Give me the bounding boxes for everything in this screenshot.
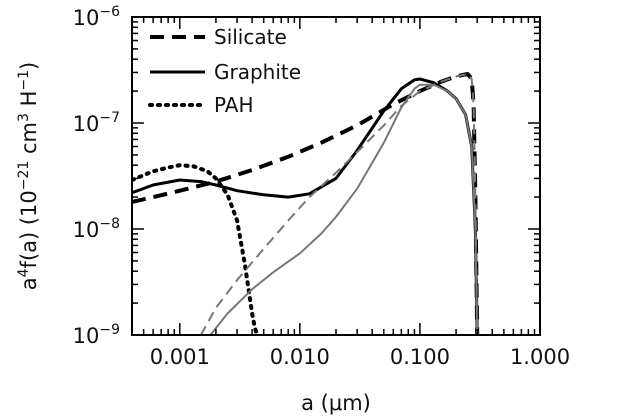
- legend-label-silicate: Silicate: [214, 25, 287, 49]
- x-tick-label: 0.001: [150, 345, 210, 369]
- ticks-layer: [131, 16, 541, 336]
- series-line-grey-3: [200, 73, 479, 335]
- x-tick-label: 0.100: [390, 345, 450, 369]
- legend-label-pah: PAH: [214, 93, 254, 117]
- y-axis-label: a4f(a) (10−21 cm3 H−1): [16, 62, 41, 291]
- series-line-grey-4: [209, 83, 479, 335]
- legend-label-graphite: Graphite: [214, 60, 301, 84]
- y-tick-label: 10−7: [73, 110, 120, 136]
- y-tick-label: 10−8: [73, 216, 120, 242]
- y-tick-label: 10−9: [73, 322, 120, 348]
- series-line-pah: [132, 163, 259, 335]
- series-layer: [132, 72, 480, 335]
- legend: Silicate Graphite PAH: [148, 25, 301, 117]
- legend-item-pah: PAH: [148, 93, 254, 117]
- x-axis-label: a (μm): [301, 391, 371, 415]
- legend-item-silicate: Silicate: [150, 25, 287, 49]
- series-line-graphite: [132, 77, 479, 335]
- x-tick-label: 1.000: [510, 345, 570, 369]
- y-tick-labels: 10−9 10−8 10−7 10−6: [73, 4, 120, 348]
- series-line-silicate: [132, 72, 480, 335]
- y-tick-label: 10−6: [73, 4, 120, 30]
- x-tick-labels: 0.001 0.010 0.100 1.000: [150, 345, 570, 369]
- legend-item-graphite: Graphite: [150, 60, 301, 84]
- x-tick-label: 0.010: [270, 345, 330, 369]
